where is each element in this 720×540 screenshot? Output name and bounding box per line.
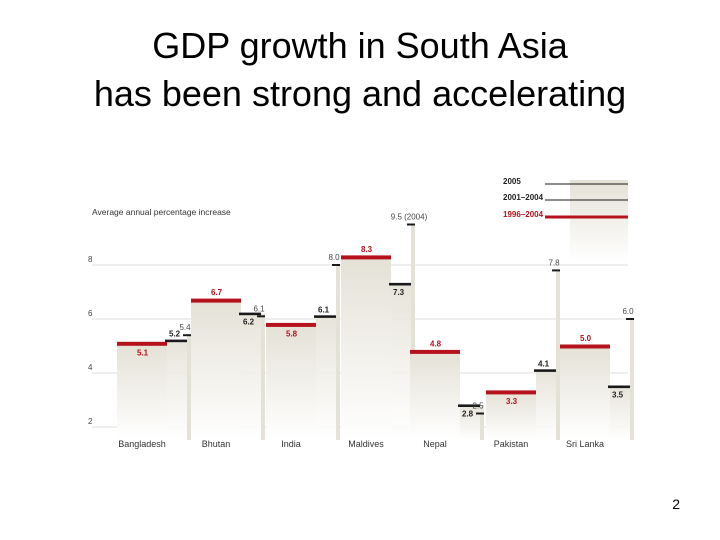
data-label-1996-2004: 5.8: [286, 329, 298, 338]
marker-2001-2004: [534, 369, 556, 372]
bar-2005: [187, 335, 191, 440]
data-label-2005: 5.4: [179, 323, 191, 332]
legend-label: 1996–2004: [503, 210, 544, 219]
y-axis-label: Average annual percentage increase: [92, 207, 231, 217]
y-tick-label: 2: [88, 417, 93, 426]
category-label: Bhutan: [202, 439, 231, 449]
data-label-2001-2004: 3.5: [612, 391, 624, 400]
marker-2005: [407, 223, 415, 226]
bar-2005: [556, 270, 560, 440]
bar-1996-2004: [341, 256, 391, 440]
marker-2005: [626, 318, 634, 320]
bar-1996-2004: [410, 351, 460, 440]
legend-label: 2001–2004: [503, 193, 544, 202]
data-label-2005: 7.8: [548, 258, 560, 267]
marker-1996-2004: [117, 341, 167, 346]
marker-2001-2004: [389, 282, 411, 286]
data-label-2001-2004: 5.2: [169, 330, 181, 339]
marker-1996-2004: [191, 298, 241, 303]
category-label: Sri Lanka: [566, 439, 604, 449]
category-label: Nepal: [423, 439, 447, 449]
marker-1996-2004: [486, 390, 536, 395]
marker-2005: [257, 315, 265, 318]
bar-1996-2004: [486, 391, 536, 440]
marker-2001-2004: [314, 315, 336, 318]
bar-1996-2004: [560, 346, 610, 440]
data-label-1996-2004: 4.8: [430, 339, 442, 348]
title-line-2: has been strong and accelerating: [93, 73, 627, 114]
category-label: Bangladesh: [118, 439, 166, 449]
data-label-1996-2004: 8.3: [361, 245, 373, 254]
page-number: 2: [672, 496, 680, 512]
data-label-2001-2004: 7.3: [393, 288, 405, 297]
legend-label: 2005: [503, 177, 521, 186]
marker-2001-2004: [458, 404, 480, 407]
bar-2005: [411, 224, 415, 440]
data-label-2005: 6.1: [253, 304, 265, 313]
marker-2001-2004: [608, 385, 630, 389]
data-label-2005: 9.5 (2004): [391, 213, 428, 222]
y-tick-label: 4: [88, 363, 93, 372]
y-tick-label: 6: [88, 309, 93, 318]
title-line-1: GDP growth in South Asia: [152, 25, 568, 66]
data-label-2001-2004: 6.1: [318, 305, 330, 314]
bar-2005: [336, 265, 340, 440]
marker-1996-2004: [266, 322, 316, 327]
marker-2005: [332, 264, 340, 266]
y-tick-label: 8: [88, 255, 93, 264]
data-label-2001-2004: 2.8: [462, 409, 474, 418]
category-label: India: [281, 439, 301, 449]
bar-1996-2004: [117, 343, 167, 440]
marker-2005: [476, 412, 484, 415]
marker-2005: [183, 334, 191, 337]
bar-2005: [261, 316, 265, 440]
category-label: Maldives: [348, 439, 384, 449]
marker-1996-2004: [341, 255, 391, 260]
data-label-1996-2004: 5.1: [137, 348, 149, 357]
data-label-1996-2004: 5.0: [580, 334, 592, 343]
bar-1996-2004: [191, 300, 241, 440]
slide-title: GDP growth in South Asia has been strong…: [0, 22, 720, 118]
legend-swatch-area: [570, 180, 628, 262]
bar-1996-2004: [266, 324, 316, 440]
bar-2005: [480, 413, 484, 440]
data-label-2001-2004: 6.2: [243, 318, 255, 327]
marker-1996-2004: [560, 344, 610, 349]
marker-2001-2004: [239, 312, 261, 316]
data-label-2001-2004: 4.1: [538, 359, 550, 368]
data-label-2005: 2.5: [472, 402, 484, 411]
marker-2005: [552, 269, 560, 272]
marker-1996-2004: [410, 349, 460, 354]
data-label-1996-2004: 6.7: [211, 288, 223, 297]
data-label-2005: 8.0: [328, 253, 340, 262]
category-label: Pakistan: [494, 439, 529, 449]
bar-2005: [630, 319, 634, 440]
data-label-2005: 6.0: [622, 307, 634, 316]
marker-2001-2004: [165, 339, 187, 343]
data-label-1996-2004: 3.3: [506, 397, 518, 406]
